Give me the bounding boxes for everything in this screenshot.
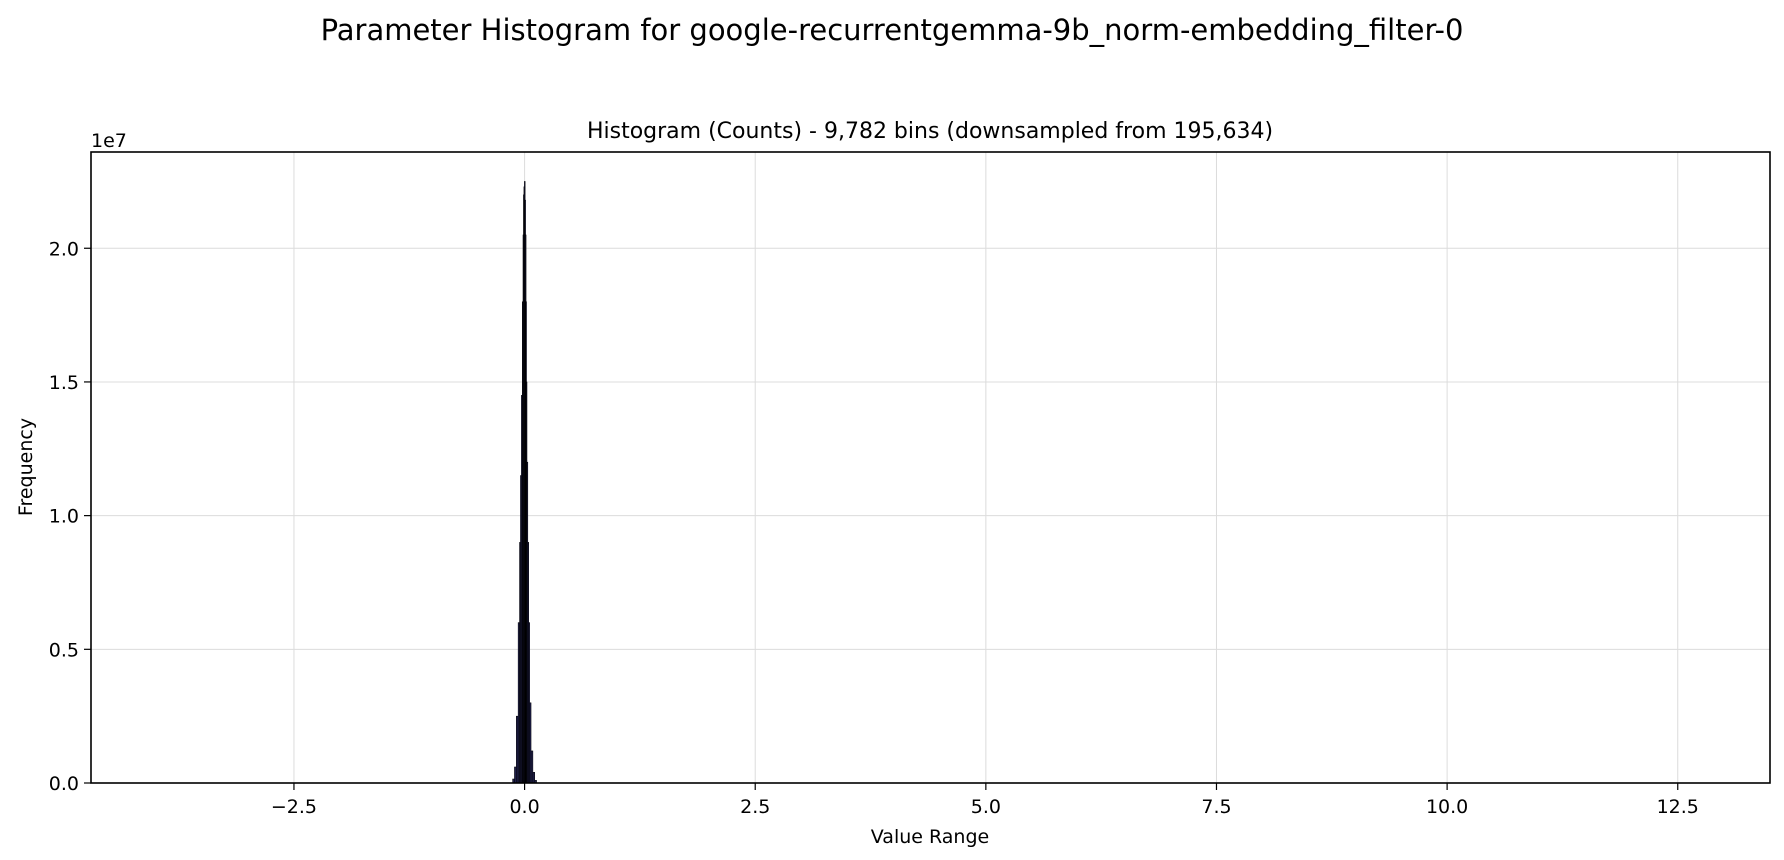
x-tick-label: 5.0: [971, 796, 1001, 818]
y-tick-label: 1.5: [49, 372, 79, 394]
y-offset-label: 1e7: [91, 130, 127, 152]
histogram-bars: [512, 181, 537, 784]
x-tick-label: 12.5: [1657, 796, 1699, 818]
x-axis-label: Value Range: [871, 826, 989, 848]
histogram-bar: [530, 750, 534, 784]
y-tick-label: 0.5: [49, 639, 79, 661]
x-tick-label: −2.5: [271, 796, 317, 818]
histogram-bar: [516, 715, 519, 784]
y-axis-label: Frequency: [15, 418, 37, 516]
x-axis-ticks: −2.5 0.0 2.5 5.0 7.5 10.0 12.5: [271, 783, 1699, 818]
plot-frame: [90, 151, 1771, 784]
chart-title: Histogram (Counts) - 9,782 bins (downsam…: [587, 119, 1273, 144]
y-tick-label: 1.0: [49, 506, 79, 528]
histogram-bar: [514, 766, 517, 784]
y-tick-label: 2.0: [49, 238, 79, 260]
x-tick-label: 7.5: [1201, 796, 1231, 818]
x-tick-label: 10.0: [1426, 796, 1468, 818]
figure-suptitle: Parameter Histogram for google-recurrent…: [321, 13, 1464, 47]
histogram-bar: [532, 772, 535, 784]
x-tick-label: 2.5: [740, 796, 770, 818]
y-axis-ticks: 0.0 0.5 1.0 1.5 2.0: [49, 238, 91, 795]
y-tick-label: 0.0: [49, 773, 79, 795]
x-tick-label: 0.0: [509, 796, 539, 818]
